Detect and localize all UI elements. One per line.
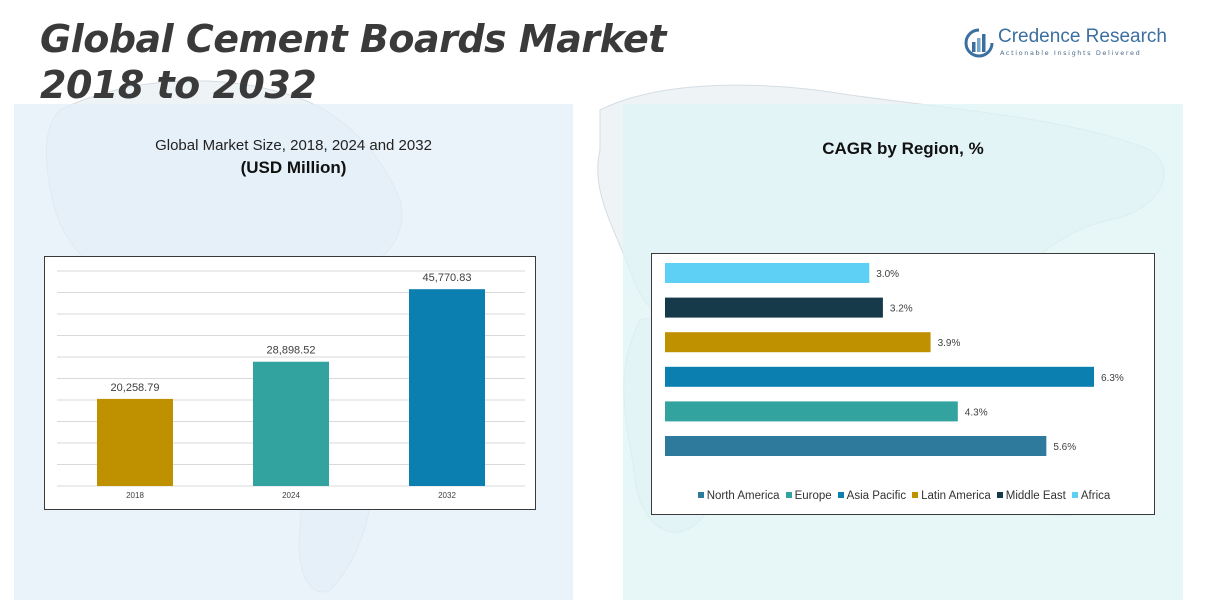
legend-item-middle-east: Middle East [996, 490, 1066, 502]
legend-item-latin-america: Latin America [912, 490, 991, 502]
cagr-bar-asia-pacific [665, 366, 1094, 387]
legend-label-north-america: North America [706, 490, 780, 502]
legend-item-africa: Africa [1071, 490, 1111, 502]
cagr-bar-africa [665, 263, 870, 283]
cagr-bar-north-america [665, 436, 1047, 456]
page-title: Global Cement Boards Market 2018 to 2032 [40, 16, 666, 108]
bar-value-label-2018: 20,258.79 [111, 382, 160, 394]
logo-name: Credence Research [998, 26, 1167, 47]
legend-label-asia-pacific: Asia Pacific [846, 490, 907, 502]
legend-swatch-latin-america [912, 492, 919, 498]
bar-value-label-2032: 45,770.83 [423, 272, 472, 284]
legend-swatch-africa [1071, 492, 1078, 498]
x-tick-label-2018: 2018 [126, 491, 144, 500]
legend-swatch-north-america [697, 492, 704, 498]
legend-swatch-asia-pacific [837, 492, 844, 498]
cagr-legend: North America Europe Asia Pacific Latin Ame… [652, 490, 1156, 502]
legend-item-north-america: North America [697, 490, 780, 502]
cagr-value-label-north-america: 5.6% [1053, 442, 1076, 453]
legend-swatch-europe [785, 492, 792, 498]
legend-item-europe: Europe [785, 490, 832, 502]
cagr-bar-europe [665, 401, 958, 422]
legend-label-latin-america: Latin America [921, 490, 991, 502]
market-size-chart-svg: 20,258.79 2018 28,898.52 2024 45,770.83 2032 [57, 270, 525, 500]
cagr-chart-svg: 5.6% 4.3% 6.3% 3.9% 3.2% 3.0% [665, 263, 1124, 456]
bar-2024 [253, 361, 329, 486]
legend-item-asia-pacific: Asia Pacific [837, 490, 907, 502]
cagr-bar-latin-america [665, 332, 931, 353]
legend-swatch-middle-east [996, 492, 1003, 498]
cagr-bar-middle-east [665, 297, 883, 318]
bar-2032 [409, 289, 485, 486]
logo-icon [964, 28, 994, 58]
cagr-value-label-asia-pacific: 6.3% [1101, 373, 1124, 384]
page-title-line2: 2018 to 2032 [40, 63, 317, 107]
market-size-chart: 20,258.79 2018 28,898.52 2024 45,770.83 2032 [44, 256, 536, 510]
cagr-chart: 5.6% 4.3% 6.3% 3.9% 3.2% 3.0% North America Eu… [651, 253, 1155, 515]
cagr-value-label-europe: 4.3% [965, 407, 988, 418]
market-size-chart-title: Global Market Size, 2018, 2024 and 2032 [155, 137, 432, 154]
legend-label-africa: Africa [1080, 490, 1111, 502]
cagr-value-label-africa: 3.0% [876, 269, 899, 280]
legend-label-middle-east: Middle East [1005, 490, 1066, 502]
x-tick-label-2032: 2032 [438, 491, 456, 500]
page-title-line1: Global Cement Boards Market [40, 17, 666, 61]
bar-value-label-2024: 28,898.52 [267, 345, 316, 357]
bar-2018 [97, 398, 173, 486]
credence-research-logo: Credence Research Actionable Insights De… [964, 26, 1167, 62]
x-tick-label-2024: 2024 [282, 491, 300, 500]
cagr-value-label-latin-america: 3.9% [938, 338, 961, 349]
cagr-chart-title: CAGR by Region, % [822, 139, 984, 158]
cagr-value-label-middle-east: 3.2% [890, 304, 913, 315]
legend-label-europe: Europe [794, 490, 832, 502]
market-size-chart-subtitle: (USD Million) [240, 158, 347, 177]
logo-tagline: Actionable Insights Delivered [1000, 49, 1142, 57]
